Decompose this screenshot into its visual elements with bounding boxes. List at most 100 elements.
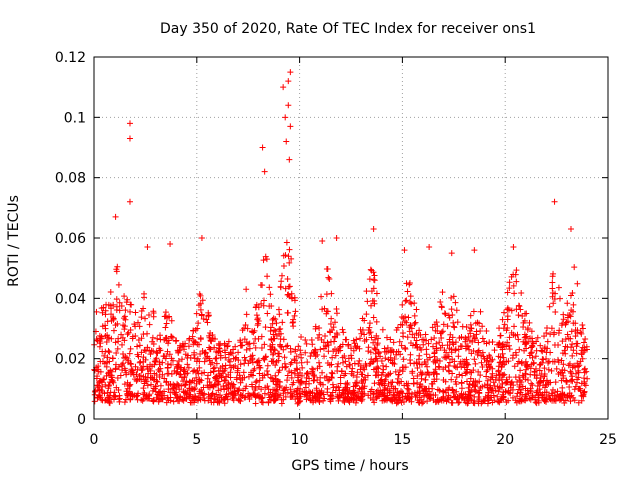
y-tick-label: 0.02	[55, 352, 86, 368]
data-point	[352, 382, 359, 389]
data-point	[358, 397, 365, 404]
data-point	[440, 366, 447, 373]
data-point	[562, 321, 569, 328]
data-point	[147, 361, 154, 368]
data-point	[333, 310, 340, 317]
data-point	[110, 301, 117, 308]
data-point	[221, 378, 228, 385]
data-point	[123, 371, 130, 378]
data-point	[514, 360, 521, 367]
data-point	[541, 372, 548, 379]
data-point	[181, 366, 188, 373]
data-point	[555, 284, 562, 291]
data-point	[566, 383, 573, 390]
data-point	[470, 308, 477, 315]
data-point	[113, 349, 120, 356]
data-point	[128, 368, 135, 375]
data-point	[519, 312, 526, 319]
data-point	[264, 368, 271, 375]
data-point	[258, 344, 265, 351]
peak-point	[144, 244, 151, 251]
data-point	[339, 341, 346, 348]
ticks-layer: 0 5 10 15 20 25 0 0.02 0.04 0.06 0.08 0.1 0.12	[55, 50, 617, 448]
data-point	[513, 306, 520, 313]
data-point	[546, 358, 553, 365]
data-point	[331, 338, 338, 345]
data-point	[438, 304, 445, 311]
data-point	[519, 372, 526, 379]
data-point	[194, 325, 201, 332]
data-point	[127, 308, 134, 315]
data-point	[551, 296, 558, 303]
data-point	[121, 354, 128, 361]
data-point	[323, 308, 330, 315]
data-point	[537, 342, 544, 349]
data-point	[420, 336, 427, 343]
data-point	[170, 398, 177, 405]
data-point	[109, 314, 116, 321]
data-point	[217, 365, 224, 372]
data-point	[537, 361, 544, 368]
data-point	[276, 383, 283, 390]
data-point	[221, 396, 228, 403]
data-point	[370, 391, 377, 398]
data-point	[467, 312, 474, 319]
data-point	[284, 276, 291, 283]
x-tick-label: 15	[393, 432, 411, 448]
data-point	[342, 380, 349, 387]
data-point	[431, 335, 438, 342]
data-point	[436, 387, 443, 394]
data-point	[372, 347, 379, 354]
data-point	[128, 301, 135, 308]
data-point	[261, 341, 268, 348]
data-point	[525, 390, 532, 397]
data-point	[241, 325, 248, 332]
data-point	[424, 356, 431, 363]
data-point	[136, 359, 143, 366]
data-point	[150, 398, 157, 405]
data-point	[110, 327, 117, 334]
data-point	[121, 399, 128, 406]
data-point	[560, 316, 567, 323]
data-point	[352, 399, 359, 406]
data-point	[529, 335, 536, 342]
data-point	[447, 394, 454, 401]
data-point	[541, 365, 548, 372]
data-point	[505, 397, 512, 404]
data-point	[527, 365, 534, 372]
data-point	[280, 346, 287, 353]
data-point	[144, 382, 151, 389]
data-point	[401, 344, 408, 351]
data-point	[452, 347, 459, 354]
data-point	[163, 320, 170, 327]
data-point	[326, 275, 333, 282]
data-point	[407, 293, 414, 300]
data-point	[291, 312, 298, 319]
data-point	[152, 358, 159, 365]
data-point	[96, 343, 103, 350]
data-point	[121, 323, 128, 330]
data-point	[479, 335, 486, 342]
data-point	[409, 342, 416, 349]
data-point	[288, 359, 295, 366]
data-point	[227, 374, 234, 381]
data-point	[329, 381, 336, 388]
data-point	[310, 372, 317, 379]
data-point	[201, 395, 208, 402]
data-point	[291, 294, 298, 301]
data-point	[113, 303, 120, 310]
data-point	[272, 328, 279, 335]
data-point	[449, 399, 456, 406]
data-point	[363, 311, 370, 318]
data-point	[511, 363, 518, 370]
data-point	[540, 356, 547, 363]
data-point	[566, 360, 573, 367]
data-point	[571, 397, 578, 404]
data-point	[274, 386, 281, 393]
data-point	[460, 358, 467, 365]
data-point	[383, 363, 390, 370]
data-point	[395, 371, 402, 378]
data-point	[359, 371, 366, 378]
data-point	[399, 321, 406, 328]
data-point	[115, 281, 122, 288]
